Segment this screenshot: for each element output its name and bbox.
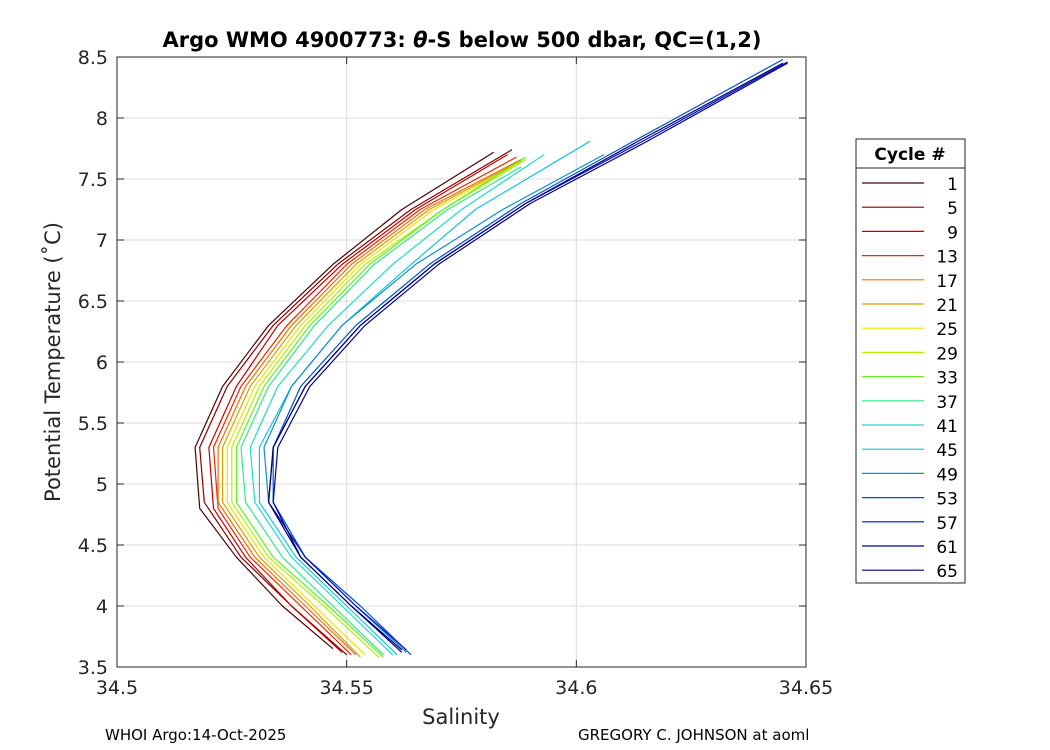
series-line-cycle-65 xyxy=(268,62,784,651)
series-layer xyxy=(194,58,788,658)
series-line-cycle-17 xyxy=(217,158,522,656)
x-tick-label: 34.65 xyxy=(779,677,833,699)
footer-left: WHOI Argo:14-Oct-2025 xyxy=(105,726,286,744)
legend-label: 13 xyxy=(936,248,958,268)
legend-label: 49 xyxy=(936,465,958,485)
y-tick-label: 4 xyxy=(96,596,108,618)
series-line-cycle-37 xyxy=(240,166,522,656)
ticks: 34.5 34.55 34.6 34.65 3.5 4 4.5 5 5.5 6 6.5 7 7.5 8 8.… xyxy=(78,47,833,699)
legend-label: 17 xyxy=(936,272,958,292)
y-tick-label: 6.5 xyxy=(78,291,108,313)
y-tick-label: 8.5 xyxy=(78,47,108,69)
series-line-cycle-53 xyxy=(272,58,784,656)
y-tick-label: 7.5 xyxy=(78,169,108,191)
y-tick-label: 7 xyxy=(96,230,108,252)
x-tick-label: 34.55 xyxy=(319,677,373,699)
x-axis-label: Salinity xyxy=(422,705,500,729)
series-line-cycle-41 xyxy=(249,154,545,656)
legend-label: 25 xyxy=(936,320,958,340)
x-tick-label: 34.5 xyxy=(96,677,138,699)
legend-label: 53 xyxy=(936,490,958,510)
legend: Cycle # 1 5 9 13 17 21 25 29 33 37 41 45 49 53 57 61 65 xyxy=(855,138,966,584)
chart-title: Argo WMO 4900773: θ-S below 500 dbar, QC… xyxy=(162,28,761,52)
series-line-cycle-21 xyxy=(222,160,522,658)
series-line-cycle-1 xyxy=(194,151,495,650)
series-line-cycle-5 xyxy=(199,149,513,656)
y-tick-label: 8 xyxy=(96,108,108,130)
legend-box xyxy=(855,138,966,584)
legend-label: 45 xyxy=(936,441,958,461)
y-tick-label: 3.5 xyxy=(78,657,108,679)
series-line-cycle-29 xyxy=(231,158,527,658)
legend-label: 61 xyxy=(936,538,958,558)
y-tick-label: 4.5 xyxy=(78,535,108,557)
legend-label: 33 xyxy=(936,369,958,389)
x-tick-label: 34.6 xyxy=(555,677,597,699)
y-tick-label: 5.5 xyxy=(78,413,108,435)
footer-right: GREGORY C. JOHNSON at aoml xyxy=(578,726,809,744)
legend-entries: 1 5 9 13 17 21 25 29 33 37 41 45 49 53 57 61 65 xyxy=(862,175,958,582)
series-line-cycle-13 xyxy=(212,156,517,656)
series-line-cycle-33 xyxy=(235,156,527,658)
legend-label: 65 xyxy=(936,562,958,582)
legend-label: 41 xyxy=(936,417,958,437)
y-axis-label: Potential Temperature (˚C) xyxy=(41,222,65,502)
legend-label: 5 xyxy=(947,199,958,219)
series-line-cycle-45 xyxy=(258,140,591,656)
legend-title: Cycle # xyxy=(874,145,945,165)
legend-label: 21 xyxy=(936,296,958,316)
y-tick-label: 5 xyxy=(96,474,108,496)
legend-label: 9 xyxy=(947,223,958,243)
legend-label: 29 xyxy=(936,344,958,364)
legend-label: 1 xyxy=(947,175,958,195)
y-tick-label: 6 xyxy=(96,352,108,374)
legend-label: 37 xyxy=(936,393,958,413)
series-line-cycle-9 xyxy=(208,154,508,653)
series-line-cycle-25 xyxy=(226,161,522,656)
legend-label: 57 xyxy=(936,514,958,534)
